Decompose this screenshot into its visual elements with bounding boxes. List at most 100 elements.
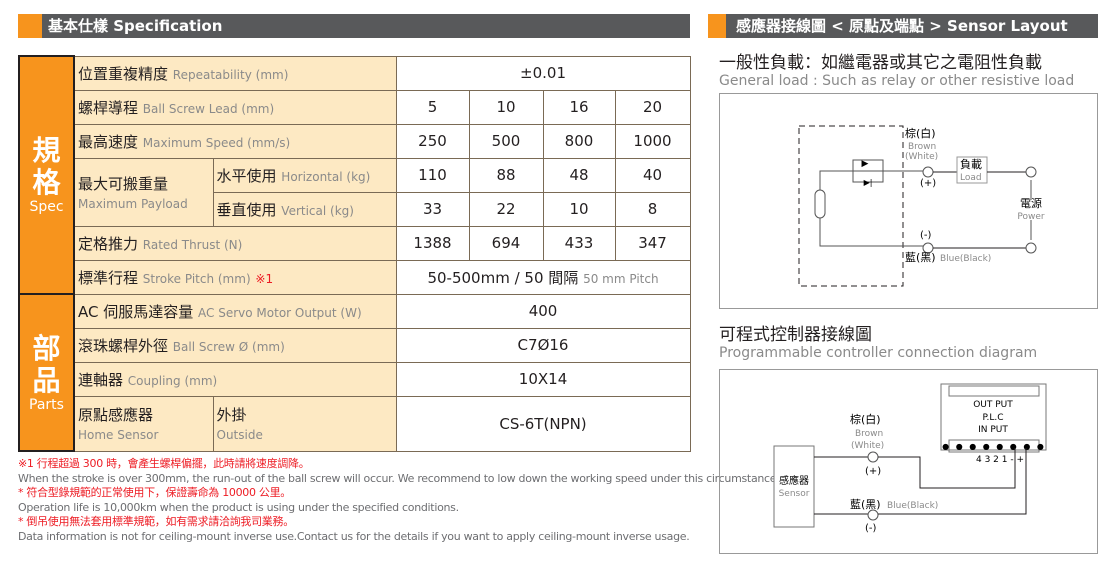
table-row: 垂直使用 Vertical (kg) 33 22 10 8 — [19, 191, 691, 227]
switch-icon — [814, 189, 826, 219]
cell-value: 33 — [395, 191, 470, 227]
svg-text:藍(黑): 藍(黑) — [850, 498, 881, 511]
row-sublabel: 外掛 Outside — [212, 395, 397, 452]
note-zh: ※1 行程超過 300 時，會產生螺桿偏擺，此時請將速度調降。 — [18, 457, 310, 470]
svg-text:電源: 電源 — [1020, 196, 1042, 210]
svg-text:4 3 2 1 - +: 4 3 2 1 - + — [976, 455, 1024, 465]
note-en: Operation life is 10,000km when the prod… — [18, 500, 459, 514]
cell-value: 500 — [468, 123, 544, 159]
plc-wiring: OUT PUT P.L.C IN PUT ● ● ● ● ● ● ● ● 4 3… — [773, 383, 1047, 534]
table-row: 標準行程 Stroke Pitch (mm) ※1 50-500mm / 50 … — [19, 259, 691, 295]
row-label: 連軸器 Coupling (mm) — [73, 361, 397, 397]
spec-table: 規格 Spec 位置重複精度 Repeatability (mm) ±0.01 螺… — [18, 55, 691, 452]
cell-value: 1000 — [614, 123, 691, 159]
cell-value: 800 — [542, 123, 616, 159]
svg-text:Power: Power — [1017, 212, 1045, 222]
table-row: 最高速度 Maximum Speed (mm/s) 250 500 800 1000 — [19, 123, 691, 159]
header-accent — [18, 14, 42, 38]
plc-title: 可程式控制器接線圖 Programmable controller connect… — [719, 325, 1038, 361]
row-label: 螺桿導程 Ball Screw Lead (mm) — [73, 89, 397, 125]
cell-value: ±0.01 — [395, 55, 691, 91]
note-en: When the stroke is over 300mm, the run-o… — [18, 471, 785, 485]
cell-value: 10X14 — [395, 361, 691, 397]
svg-text:(White): (White) — [905, 152, 938, 162]
table-row: 連軸器 Coupling (mm) 10X14 — [19, 361, 691, 397]
svg-text:IN PUT: IN PUT — [978, 425, 1008, 435]
spec-header: 基本仕樣 Specification — [18, 14, 690, 38]
cell-value: 8 — [614, 191, 691, 227]
svg-text:● ● ● ● ● ● ● ●: ● ● ● ● ● ● ● ● — [942, 442, 1046, 451]
cell-value: 400 — [395, 293, 691, 329]
led-icon: ▶ — [862, 159, 869, 169]
svg-text:Blue(Black): Blue(Black) — [887, 501, 938, 511]
svg-text:藍(黑): 藍(黑) — [905, 251, 936, 264]
cell-value: 88 — [468, 157, 544, 193]
svg-text:OUT PUT: OUT PUT — [973, 400, 1013, 410]
svg-text:Brown: Brown — [855, 429, 883, 439]
category-parts: 部品 Parts — [18, 293, 75, 452]
row-label: 滾珠螺桿外徑 Ball Screw Ø (mm) — [73, 327, 397, 363]
row-label: 最大可搬重量 Maximum Payload — [73, 157, 214, 227]
cell-value: 347 — [614, 225, 691, 261]
svg-text:棕(白): 棕(白) — [850, 412, 881, 426]
cell-value: CS-6T(NPN) — [395, 395, 691, 452]
spec-title: 基本仕樣 Specification — [48, 17, 223, 35]
cell-value: 5 — [395, 89, 470, 125]
general-load-wiring: ▶ ▶| 棕(白) Brown (White) (+) (-) 負載 Load … — [798, 125, 1045, 287]
sensor-header: 感應器接線圖 < 原點及端點 > Sensor Layout — [708, 14, 1098, 38]
svg-text:Load: Load — [960, 173, 982, 183]
svg-text:P.L.C: P.L.C — [982, 413, 1003, 423]
diode-icon: ▶| — [864, 178, 873, 187]
cell-value: 50-500mm / 50 間隔 50 mm Pitch — [395, 259, 691, 295]
table-row: 定格推力 Rated Thrust (N) 1388 694 433 347 — [19, 225, 691, 261]
row-sublabel: 水平使用 Horizontal (kg) — [212, 157, 397, 193]
plc-diagram: OUT PUT P.L.C IN PUT ● ● ● ● ● ● ● ● 4 3… — [719, 369, 1098, 554]
cell-value: 40 — [614, 157, 691, 193]
cell-value: 250 — [395, 123, 470, 159]
cell-value: 1388 — [395, 225, 470, 261]
row-label: 最高速度 Maximum Speed (mm/s) — [73, 123, 397, 159]
table-row: 螺桿導程 Ball Screw Lead (mm) 5 10 16 20 — [19, 89, 691, 125]
svg-text:棕(白): 棕(白) — [905, 126, 936, 140]
cell-value: 16 — [542, 89, 616, 125]
cell-value: 110 — [395, 157, 470, 193]
plc-box — [940, 383, 1047, 451]
table-row: 原點感應器 Home Sensor 外掛 Outside CS-6T(NPN) — [19, 395, 691, 452]
svg-text:Sensor: Sensor — [779, 489, 810, 499]
row-label: AC 伺服馬達容量 AC Servo Motor Output (W) — [73, 293, 397, 329]
table-row: 最大可搬重量 Maximum Payload 水平使用 Horizontal (k… — [19, 157, 691, 227]
svg-text:(+): (+) — [920, 178, 936, 189]
row-label: 定格推力 Rated Thrust (N) — [73, 225, 397, 261]
svg-text:(-): (-) — [920, 230, 932, 241]
note-zh: * 符合型錄規範的正常使用下，保證壽命為 10000 公里。 — [18, 486, 291, 500]
general-load-title: 一般性負載：如繼電器或其它之電阻性負載 General load : Such a… — [719, 53, 1075, 89]
row-sublabel: 垂直使用 Vertical (kg) — [212, 191, 397, 227]
cell-value: 20 — [614, 89, 691, 125]
cell-value: 22 — [468, 191, 544, 227]
cell-value: 433 — [542, 225, 616, 261]
cell-value: 48 — [542, 157, 616, 193]
sensor-box — [773, 445, 815, 528]
note-zh: * 倒吊使用無法套用標準規範，如有需求請洽詢我司業務。 — [18, 515, 294, 529]
svg-text:感應器: 感應器 — [779, 474, 809, 487]
cell-value: 10 — [468, 89, 544, 125]
general-load-diagram: ▶ ▶| 棕(白) Brown (White) (+) (-) 負載 Load … — [719, 93, 1098, 309]
svg-text:(White): (White) — [851, 441, 884, 451]
svg-text:(+): (+) — [865, 466, 881, 477]
note-en: Data information is not for ceiling-moun… — [18, 529, 690, 543]
header-accent — [708, 14, 726, 38]
svg-text:Blue(Black): Blue(Black) — [940, 254, 991, 264]
sensor-title: 感應器接線圖 < 原點及端點 > Sensor Layout — [736, 17, 1068, 35]
svg-text:Brown: Brown — [908, 142, 936, 152]
cell-value: C7Ø16 — [395, 327, 691, 363]
row-label: 原點感應器 Home Sensor — [73, 395, 214, 452]
notes: ※1 行程超過 300 時，會產生螺桿偏擺，此時請將速度調降。 When the… — [18, 457, 785, 545]
cell-value: 694 — [468, 225, 544, 261]
category-spec: 規格 Spec — [18, 55, 75, 295]
svg-text:(-): (-) — [865, 523, 877, 534]
table-row: 部品 Parts AC 伺服馬達容量 AC Servo Motor Output … — [18, 293, 691, 452]
cell-value: 10 — [542, 191, 616, 227]
row-label: 位置重複精度 Repeatability (mm) — [73, 55, 397, 91]
table-row: 規格 Spec 位置重複精度 Repeatability (mm) ±0.01 — [18, 55, 691, 295]
table-row: 滾珠螺桿外徑 Ball Screw Ø (mm) C7Ø16 — [19, 327, 691, 363]
